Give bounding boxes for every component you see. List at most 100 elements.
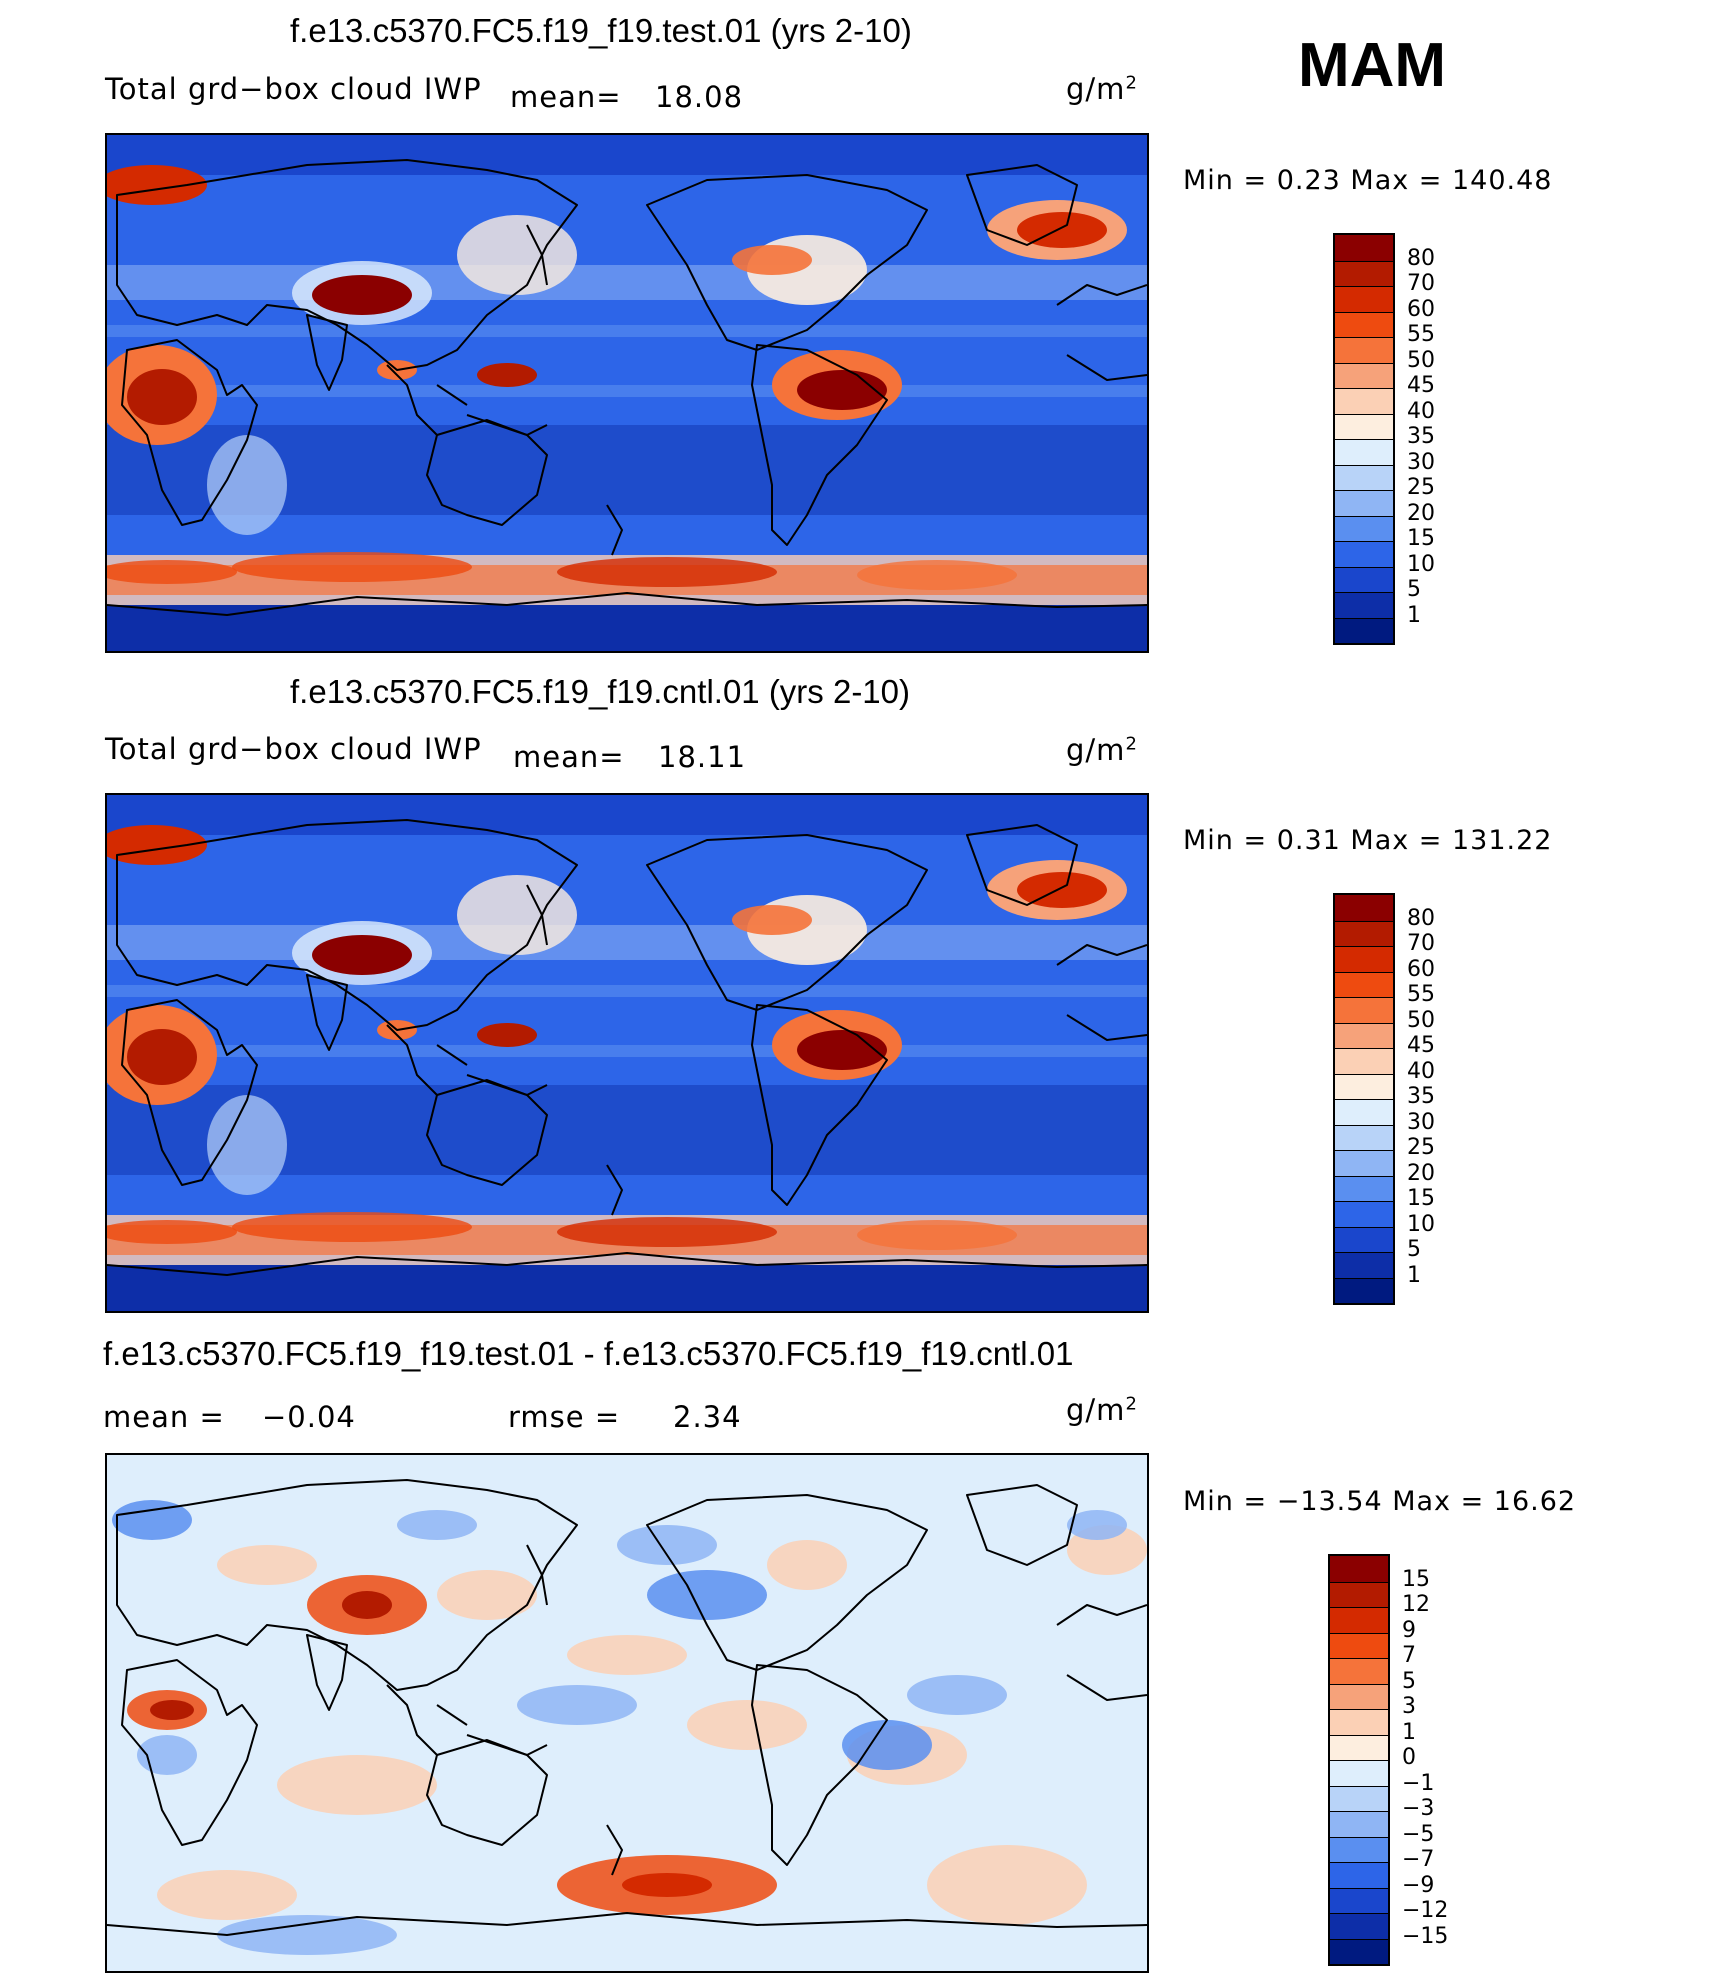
- colorbar-label: 10: [1407, 1211, 1435, 1237]
- colorbar-box: [1330, 1658, 1388, 1684]
- colorbar-label: 5: [1407, 1237, 1421, 1262]
- coastline: [107, 1912, 1147, 1936]
- arctic-band: [107, 795, 1147, 835]
- colorbar-box: [1335, 1150, 1393, 1176]
- itcz-band: [107, 985, 1147, 997]
- map-svg: [107, 1455, 1147, 1971]
- colorbar-label: −12: [1402, 1898, 1449, 1923]
- colorbar-label: 40: [1407, 1058, 1435, 1084]
- panel3-map: [105, 1453, 1149, 1973]
- panel2-colorbar: [1333, 893, 1395, 1305]
- colorbar-box: [1335, 971, 1393, 997]
- diff-positive-blob: [157, 1870, 297, 1920]
- colorbar-label: 1: [1407, 602, 1421, 628]
- colorbar-box: [1335, 566, 1393, 592]
- colorbar-label: −5: [1402, 1821, 1435, 1847]
- diff-positive-blob: [567, 1635, 687, 1675]
- south-east-pac: [857, 560, 1017, 590]
- colorbar-box: [1330, 1709, 1388, 1735]
- panel3-colorbar: [1328, 1554, 1390, 1966]
- south-indian-max: [232, 1212, 472, 1242]
- coastline: [426, 1739, 548, 1846]
- diff-negative-blob: [647, 1570, 767, 1620]
- panel1-mean-label: mean=: [510, 80, 622, 114]
- coastline: [751, 344, 888, 546]
- colorbar-box: [1335, 1073, 1393, 1099]
- coastline: [966, 1484, 1078, 1566]
- coastline: [966, 824, 1078, 906]
- colorbar-label: −15: [1402, 1923, 1449, 1949]
- colorbar-label: 1: [1402, 1719, 1416, 1745]
- colorbar-label: 12: [1402, 1592, 1430, 1617]
- panel3-mean-value: −0.04: [262, 1400, 356, 1434]
- colorbar-label: 25: [1407, 475, 1435, 500]
- panel2-minmax: Min = 0.31 Max = 131.22: [1183, 825, 1553, 856]
- diff-positive-blob: [437, 1570, 537, 1620]
- diff-negative-blob: [217, 1915, 397, 1955]
- north-storm-track: [107, 925, 1147, 960]
- panel3-minmax: Min = −13.54 Max = 16.62: [1183, 1486, 1577, 1517]
- colorbar-label: 80: [1407, 905, 1435, 931]
- diff-positive-blob: [767, 1540, 847, 1590]
- colorbar-label: 55: [1407, 322, 1435, 347]
- colorbar-label: −3: [1402, 1796, 1435, 1821]
- colorbar-box: [1335, 1099, 1393, 1125]
- season-label: MAM: [1298, 31, 1447, 100]
- na-max: [732, 905, 812, 935]
- diff-negative-blob: [517, 1685, 637, 1725]
- coastline: [646, 1494, 928, 1671]
- colorbar-label: 40: [1407, 398, 1435, 424]
- coastline: [121, 999, 258, 1186]
- coastline: [306, 314, 348, 391]
- diff-positive-blob: [217, 1545, 317, 1585]
- coastline: [646, 174, 928, 351]
- colorbar-label: 35: [1407, 1084, 1435, 1109]
- colorbar-box: [1335, 286, 1393, 312]
- colorbar-label: 70: [1407, 271, 1435, 296]
- new-guinea-max: [477, 1023, 537, 1047]
- colorbar-box: [1335, 388, 1393, 414]
- colorbar-label: 45: [1407, 1033, 1435, 1058]
- colorbar-label: 9: [1402, 1617, 1416, 1643]
- colorbar-box: [1335, 1252, 1393, 1278]
- coastline: [107, 592, 1147, 616]
- colorbar-box: [1330, 1760, 1388, 1786]
- colorbar-box: [1335, 997, 1393, 1023]
- diff-negative-blob: [112, 1500, 192, 1540]
- panel3-title: f.e13.c5370.FC5.f19_f19.test.01 - f.e13.…: [103, 1335, 1074, 1372]
- diff-negative-blob: [397, 1510, 477, 1540]
- colorbar-box: [1335, 920, 1393, 946]
- coastline: [426, 1079, 548, 1186]
- spcz-band: [107, 385, 1147, 397]
- colorbar-label: 20: [1407, 500, 1435, 526]
- antarctic-band: [107, 605, 1147, 651]
- diff-negative-blob: [842, 1720, 932, 1770]
- panel2-map: [105, 793, 1149, 1313]
- colorbar-label: 30: [1407, 1109, 1435, 1135]
- colorbar-label: −9: [1402, 1872, 1435, 1898]
- itcz-band: [107, 325, 1147, 337]
- colorbar-box: [1335, 490, 1393, 516]
- colorbar-box: [1330, 1785, 1388, 1811]
- colorbar-box: [1335, 464, 1393, 490]
- tibet-max: [312, 275, 412, 315]
- coastline: [116, 1479, 578, 1691]
- colorbar-box: [1335, 362, 1393, 388]
- diff-positive-max: [622, 1873, 712, 1897]
- colorbar-label: 15: [1407, 526, 1435, 551]
- coastline: [306, 1634, 348, 1711]
- colorbar-label: 55: [1407, 982, 1435, 1007]
- coastline: [526, 224, 623, 556]
- coastline: [1056, 944, 1147, 1041]
- colorbar-label: 45: [1407, 373, 1435, 398]
- colorbar-box: [1335, 413, 1393, 439]
- panel1-colorbar: [1333, 233, 1395, 645]
- coastline: [107, 1252, 1147, 1276]
- colorbar-box: [1335, 1175, 1393, 1201]
- colorbar-box: [1335, 235, 1393, 261]
- colorbar-box: [1335, 592, 1393, 618]
- colorbar-box: [1330, 1607, 1388, 1633]
- map-svg: [107, 795, 1147, 1311]
- diff-negative-blob: [617, 1525, 717, 1565]
- coastline: [121, 1659, 258, 1846]
